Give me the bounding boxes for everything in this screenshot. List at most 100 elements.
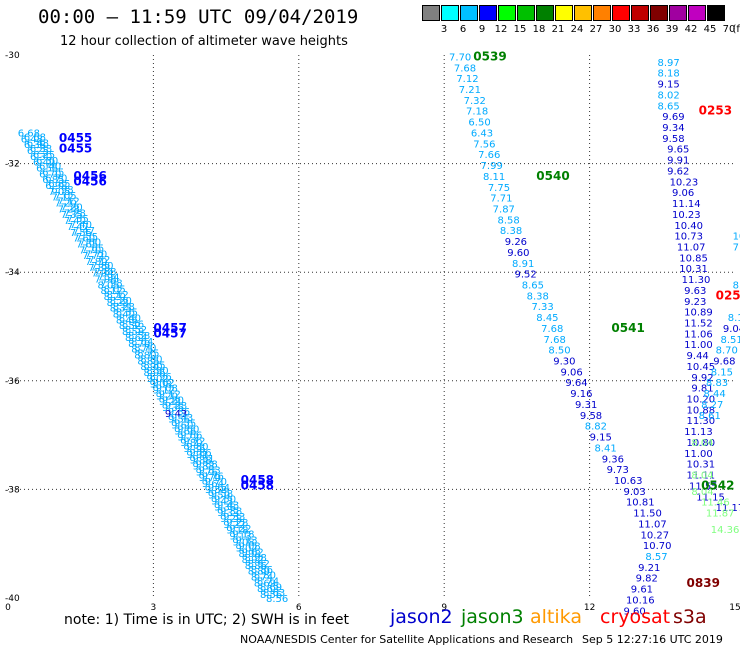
wave-height-label: 9.86 xyxy=(189,448,211,459)
wave-height-label: 8.96 xyxy=(149,372,171,383)
wave-height-label: 8.64 xyxy=(131,337,153,348)
wave-height-label: 7.55 xyxy=(70,228,92,239)
x-tick-label: 0 xyxy=(5,603,11,613)
wave-height-label: 6.48 xyxy=(27,138,49,149)
wave-height-label: 8.80 xyxy=(254,571,276,582)
wave-height-label: 7 xyxy=(733,242,739,253)
wave-height-label: 6.68 xyxy=(18,128,40,139)
pass-time-label: 0455 xyxy=(59,131,92,145)
color-scale-label: 15 xyxy=(513,24,527,35)
wave-height-label: 8.92 xyxy=(248,559,270,570)
wave-height-label: 9.28 xyxy=(159,397,181,408)
wave-height-label: 9.38 xyxy=(214,502,236,513)
wave-height-label: 11.07 xyxy=(677,242,706,253)
wave-height-label: 7.68 xyxy=(454,63,476,74)
wave-height-label: 7.94 xyxy=(97,273,119,284)
wave-height-label: 9.38 xyxy=(220,506,242,517)
wave-height-label: 7.65 xyxy=(76,239,98,250)
wave-height-label: 9.88 xyxy=(189,456,211,467)
wave-height-label: 7.05 xyxy=(48,187,70,198)
wave-height-label: 9.20 xyxy=(162,395,184,406)
pass-time-label: 0458 xyxy=(241,473,274,487)
wave-height-label: 9.03 xyxy=(624,487,646,498)
wave-height-label: 11.87 xyxy=(706,509,735,520)
wave-height-label: 10.85 xyxy=(679,253,708,264)
pass-time-label: 0542 xyxy=(701,478,734,492)
wave-height-label: 9.16 xyxy=(570,389,592,400)
wave-height-label: 6.40 xyxy=(33,158,55,169)
color-scale-label: 18 xyxy=(532,24,546,35)
wave-height-label: 7.70 xyxy=(79,245,101,256)
color-scale-swatch xyxy=(631,5,649,21)
wave-height-label: 8.98 xyxy=(245,553,267,564)
map-title: 00:00 – 11:59 UTC 09/04/2019 xyxy=(38,6,359,28)
y-tick-label: -30 xyxy=(5,51,20,61)
wave-height-label: 8.65 xyxy=(657,101,679,112)
wave-height-label: 9.72 xyxy=(177,432,199,443)
wave-height-label: 9.18 xyxy=(226,526,248,537)
wave-height-label: 10 xyxy=(733,232,740,243)
wave-height-label: 9.02 xyxy=(235,543,257,554)
wave-height-label: 8.91 xyxy=(512,259,534,270)
wave-height-label: 9.76 xyxy=(202,471,224,482)
wave-height-label: 9.43 xyxy=(211,497,233,508)
wave-height-label: 9.28 xyxy=(226,518,248,529)
wave-height-label: 9.30 xyxy=(553,357,575,368)
wave-height-label: 6.55 xyxy=(36,164,58,175)
wave-height-label: 9.08 xyxy=(238,541,260,552)
wave-height-label: 7.40 xyxy=(64,216,86,227)
wave-height-label: 8.45 xyxy=(536,313,558,324)
wave-height-label: 9.91 xyxy=(667,156,689,167)
wave-height-label: 9.83 xyxy=(193,461,215,472)
wave-height-label: 6.85 xyxy=(48,179,70,190)
wave-height-label: 7.68 xyxy=(541,324,563,335)
wave-height-label: 9.08 xyxy=(150,380,172,391)
wave-height-label: 6.40 xyxy=(39,162,61,173)
wave-height-label: 8.58 xyxy=(128,331,150,342)
x-tick-label: 3 xyxy=(151,603,157,613)
wave-height-label: 8.56 xyxy=(266,594,288,605)
wave-height-label: 8.75 xyxy=(131,345,153,356)
wave-height-label: 9.81 xyxy=(691,384,713,395)
wave-height-label: 9.31 xyxy=(575,400,597,411)
wave-height-label: 7.71 xyxy=(490,194,512,205)
wave-height-label: 11.30 xyxy=(682,275,711,286)
pass-time-label: 0456 xyxy=(73,169,106,183)
wave-height-label: 8.82 xyxy=(585,422,607,433)
wave-height-label: 9.92 xyxy=(691,373,713,384)
color-scale-swatch xyxy=(707,5,725,21)
wave-height-label: 8.80 xyxy=(248,567,270,578)
legend-jason2: jason2 xyxy=(390,606,453,628)
color-scale-swatch xyxy=(650,5,668,21)
wave-height-label: 8.38 xyxy=(527,291,549,302)
wave-height-label: 8.56 xyxy=(260,590,282,601)
wave-height-label: 9.36 xyxy=(168,407,190,418)
wave-height-label: 8.20 xyxy=(104,292,126,303)
color-scale-swatch xyxy=(555,5,573,21)
wave-height-label: 7.47 xyxy=(67,222,89,233)
wave-height-label: 9.52 xyxy=(514,270,536,281)
wave-height-label: 6.98 xyxy=(45,181,67,192)
wave-height-label: 8.44 xyxy=(703,389,725,400)
wave-height-label: 7.87 xyxy=(493,204,515,215)
pass-time-label: 0455 xyxy=(59,142,92,156)
wave-height-label: 8.57 xyxy=(645,552,667,563)
wave-height-label: 7.88 xyxy=(88,263,110,274)
wave-height-label: 9.43 xyxy=(165,409,187,420)
y-tick-label: -34 xyxy=(5,268,20,278)
y-tick-label: -36 xyxy=(5,377,20,387)
wave-height-label: 8.15 xyxy=(711,367,733,378)
wave-height-label: 8.04 xyxy=(691,487,713,498)
wave-height-label: 9.91 xyxy=(186,450,208,461)
wave-height-label: 14.36 xyxy=(711,525,740,536)
wave-height-label: 6.43 xyxy=(471,128,493,139)
wave-height-label: 9.28 xyxy=(165,401,187,412)
wave-height-label: 7.32 xyxy=(464,96,486,107)
wave-height-label: 9.58 xyxy=(205,485,227,496)
wave-height-label: 9.28 xyxy=(220,514,242,525)
wave-height-label: 7.12 xyxy=(51,193,73,204)
note-text: note: 1) Time is in UTC; 2) SWH is in fe… xyxy=(64,612,350,628)
wave-height-label: 9.22 xyxy=(223,520,245,531)
wave-height-label: 11.55 xyxy=(689,481,718,492)
